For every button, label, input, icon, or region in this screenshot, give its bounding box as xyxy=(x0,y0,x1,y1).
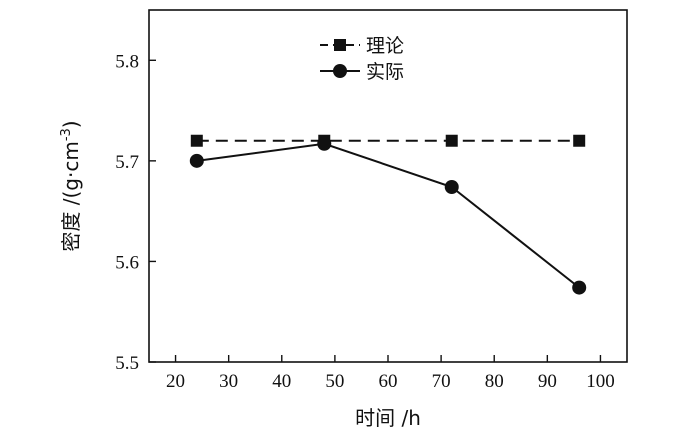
legend-label-actual: 实际 xyxy=(366,61,404,83)
legend-item-theory: 理论 xyxy=(320,35,404,57)
axis-ticks: 20 30 40 50 60 70 80 90 100 5.5 5.6 5.7 5.8 xyxy=(115,51,614,392)
series-line-1 xyxy=(196,142,580,289)
data-point-circle xyxy=(317,136,332,151)
x-tick-label: 100 xyxy=(586,371,615,392)
y-axis-title: 密度 /(g·cm-3) xyxy=(59,120,83,251)
y-axis-title-superscript: -3 xyxy=(59,128,74,141)
y-tick-label: 5.5 xyxy=(115,353,139,374)
x-tick-label: 90 xyxy=(538,371,557,392)
legend-circle-marker xyxy=(333,64,347,78)
data-point-circle xyxy=(444,180,459,195)
legend: 理论 实际 xyxy=(320,35,404,83)
x-tick-label: 50 xyxy=(325,371,344,392)
data-point-square xyxy=(190,134,203,147)
legend-item-actual: 实际 xyxy=(320,61,404,83)
x-tick-label: 20 xyxy=(166,371,185,392)
y-axis-title-main: 密度 /(g·cm xyxy=(59,141,83,251)
series-layer xyxy=(189,134,587,295)
data-point-square xyxy=(573,134,586,147)
legend-label-theory: 理论 xyxy=(366,35,404,57)
data-point-circle xyxy=(189,153,204,168)
data-point-square xyxy=(445,134,458,147)
x-tick-label: 80 xyxy=(485,371,504,392)
x-tick-label: 70 xyxy=(432,371,451,392)
y-tick-label: 5.8 xyxy=(115,51,139,72)
y-tick-label: 5.7 xyxy=(115,152,139,173)
x-tick-label: 60 xyxy=(379,371,398,392)
y-axis-title-close: ) xyxy=(59,120,83,128)
data-point-circle xyxy=(572,280,587,295)
x-tick-label: 30 xyxy=(219,371,238,392)
legend-square-marker xyxy=(334,39,346,51)
y-tick-label: 5.6 xyxy=(115,252,139,273)
x-tick-label: 40 xyxy=(272,371,291,392)
x-axis-title: 时间 /h xyxy=(355,406,421,430)
